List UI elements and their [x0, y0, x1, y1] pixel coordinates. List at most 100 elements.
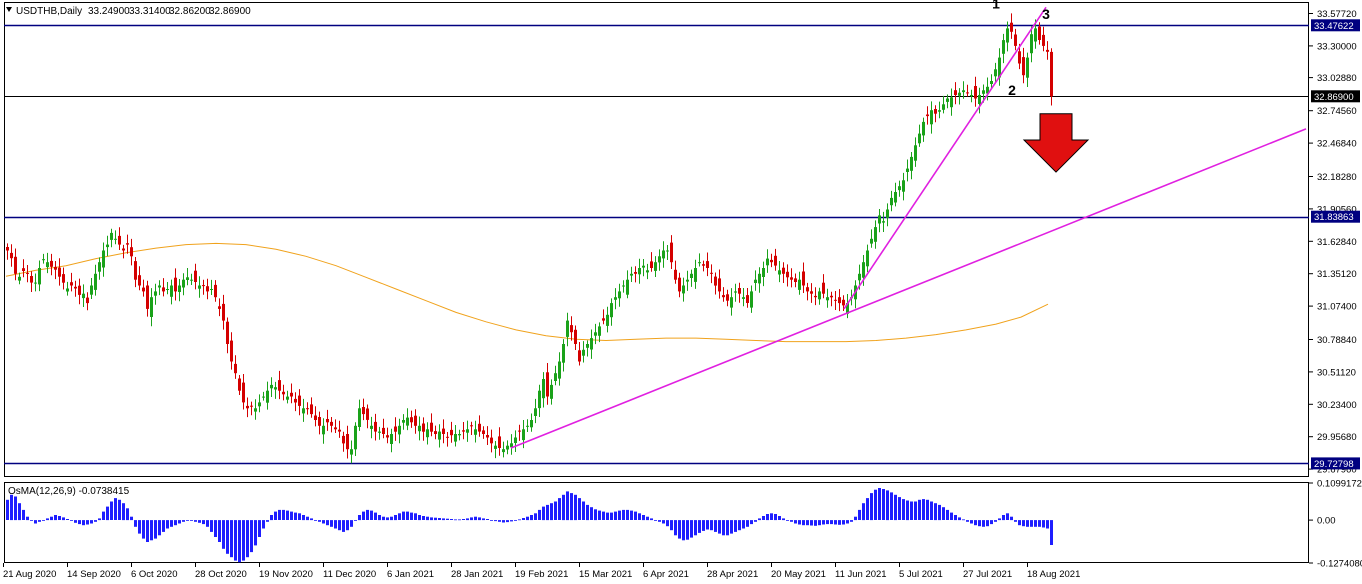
- candle-bull: [1002, 40, 1005, 54]
- price-tag-label: 32.86900: [1314, 92, 1354, 103]
- candle-bull: [586, 344, 589, 348]
- date-tick-label: 11 Dec 2020: [323, 569, 376, 580]
- osma-bar: [798, 520, 801, 525]
- date-tick-label: 6 Oct 2020: [131, 569, 177, 580]
- horizontal-levels[interactable]: [4, 24, 1309, 465]
- candle-bull: [642, 265, 645, 268]
- osma-bar: [974, 520, 977, 526]
- price-tag-label: 33.47622: [1314, 21, 1354, 32]
- candle-bull: [986, 86, 989, 94]
- osma-bar: [918, 499, 921, 520]
- date-tick-label: 21 Aug 2020: [3, 569, 56, 580]
- osma-bar: [190, 520, 193, 521]
- candle-bear: [238, 378, 241, 391]
- candle-bear: [342, 435, 345, 444]
- osma-bar: [474, 516, 477, 521]
- osma-bar: [978, 520, 981, 527]
- osma-bar: [286, 510, 289, 520]
- candle-bull: [950, 97, 953, 108]
- candle-bull: [354, 425, 357, 450]
- candle-bear: [142, 287, 145, 292]
- collapse-triangle-icon[interactable]: [6, 7, 12, 12]
- osma-bar: [722, 520, 725, 536]
- price-tick-label: 32.18280: [1317, 172, 1357, 183]
- candle-bear: [830, 295, 833, 298]
- candle-bull: [694, 268, 697, 282]
- candle-bear: [430, 422, 433, 432]
- date-tick-label: 6 Jan 2021: [387, 569, 434, 580]
- candle-bear: [26, 272, 29, 274]
- candle-bear: [282, 391, 285, 395]
- osma-bar: [946, 509, 949, 520]
- candle-bull: [614, 297, 617, 300]
- osma-bar: [42, 520, 45, 521]
- osma-bar: [434, 517, 437, 521]
- candle-bull: [778, 270, 781, 275]
- osma-bar: [318, 520, 321, 522]
- candle-bull: [530, 420, 533, 428]
- candle-bull: [526, 425, 529, 427]
- candle-bull: [590, 338, 593, 350]
- osma-bar: [334, 520, 337, 529]
- candle-bull: [750, 291, 753, 308]
- osma-bar: [498, 520, 501, 522]
- osma-bar: [570, 493, 573, 521]
- trendline: [843, 6, 1047, 310]
- osma-bar: [38, 520, 41, 522]
- osma-bar: [10, 494, 13, 521]
- osma-bar: [330, 520, 333, 527]
- candle-bear: [462, 430, 465, 432]
- osma-bar: [558, 498, 561, 520]
- moving-average-line: [5, 242, 1049, 343]
- osma-bar: [890, 492, 893, 520]
- wave-annotations: 1 2 3: [992, 0, 1050, 98]
- candle-bull: [942, 104, 945, 110]
- candle-bull: [990, 81, 993, 84]
- trendlines[interactable]: [510, 6, 1307, 449]
- candle-bull: [1030, 34, 1033, 54]
- osma-bar: [486, 519, 489, 520]
- osma-bar: [226, 520, 229, 554]
- down-arrow-icon: [1022, 113, 1090, 173]
- candle-bull: [606, 314, 609, 326]
- osma-bar: [898, 497, 901, 520]
- candle-bull: [730, 297, 733, 308]
- osma-bar: [290, 511, 293, 520]
- moving-average: [5, 242, 1049, 343]
- down-arrow[interactable]: [1022, 113, 1090, 173]
- osma-bar: [130, 516, 133, 521]
- candle-bull: [818, 291, 821, 300]
- osma-bar: [598, 510, 601, 520]
- candle-bear: [118, 235, 121, 245]
- candle-bear: [442, 428, 445, 434]
- osma-bar: [578, 498, 581, 520]
- candle-bear: [134, 261, 137, 280]
- candle-bear: [518, 430, 521, 432]
- date-tick-label: 18 Aug 2021: [1027, 569, 1080, 580]
- osma-bar: [430, 517, 433, 521]
- osma-panel-frame: [4, 482, 1309, 563]
- candle-bear: [414, 415, 417, 426]
- osma-bar: [18, 503, 21, 521]
- candle-bear: [362, 407, 365, 415]
- osma-bar: [46, 518, 49, 521]
- osma-bar: [810, 520, 813, 526]
- candle-bull: [114, 238, 117, 240]
- osma-bar: [22, 509, 25, 520]
- candle-bull: [630, 273, 633, 276]
- osma-bar: [690, 520, 693, 538]
- osma-bar: [586, 504, 589, 521]
- osma-bar: [970, 520, 973, 524]
- osma-bar: [258, 520, 261, 537]
- candle-bull: [898, 186, 901, 191]
- osma-bar: [782, 518, 785, 521]
- osma-bar: [1002, 515, 1005, 521]
- osma-bar: [694, 520, 697, 536]
- candle-bull: [178, 285, 181, 292]
- candle-bull: [266, 390, 269, 403]
- candle-bull: [38, 268, 41, 285]
- candle-bear: [318, 417, 321, 426]
- osma-bar: [626, 509, 629, 520]
- osma-bar: [202, 520, 205, 525]
